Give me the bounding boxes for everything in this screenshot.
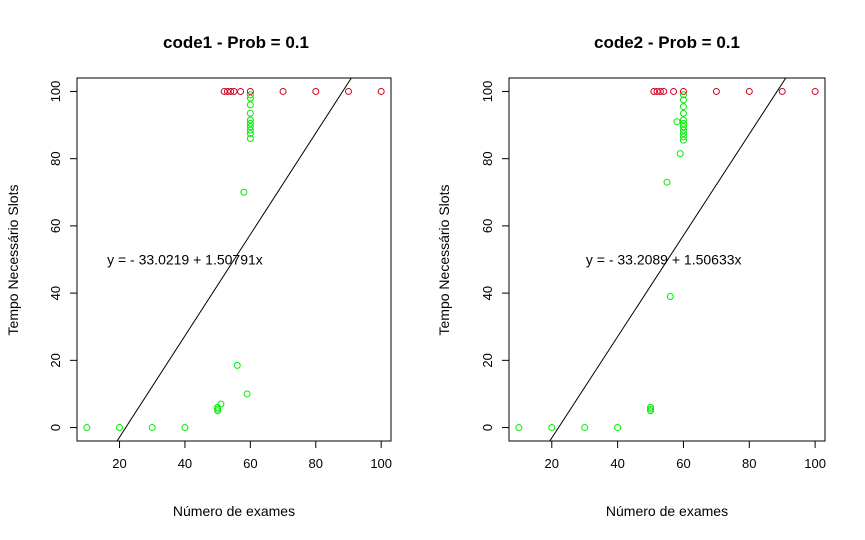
data-point [345, 88, 351, 94]
equation-annotation: y = - 33.2089 + 1.50633x [586, 252, 742, 268]
data-point [516, 425, 522, 431]
data-point [615, 425, 621, 431]
data-point [247, 102, 253, 108]
data-point [244, 391, 250, 397]
y-axis-label: Tempo Necessário Slots [5, 185, 21, 336]
y-tick-label: 80 [480, 151, 495, 165]
data-point [674, 119, 680, 125]
panel-code2: code2 - Prob = 0.1 Número de exames Temp… [436, 18, 826, 519]
data-point [812, 88, 818, 94]
y-tick-label: 0 [48, 424, 63, 431]
y-tick-label: 20 [48, 353, 63, 367]
data-point [241, 189, 247, 195]
data-point [680, 110, 686, 116]
data-point [247, 110, 253, 116]
data-point [378, 88, 384, 94]
data-point [313, 88, 319, 94]
data-point [680, 104, 686, 110]
data-point [671, 88, 677, 94]
panel-code1: code1 - Prob = 0.1 Número de exames Temp… [5, 17, 392, 519]
x-tick-label: 100 [804, 456, 826, 471]
x-tick-label: 40 [610, 456, 624, 471]
data-point [667, 293, 673, 299]
y-tick-label: 60 [48, 219, 63, 233]
data-point [713, 88, 719, 94]
x-tick-label: 60 [676, 456, 690, 471]
y-tick-label: 20 [480, 353, 495, 367]
y-tick-label: 60 [480, 219, 495, 233]
data-point [149, 425, 155, 431]
x-tick-label: 40 [178, 456, 192, 471]
plot-area: 20 40 60 80 100 0 20 40 60 80 100 y = - 33.2089 + 1… [480, 18, 826, 504]
data-point [746, 88, 752, 94]
data-point [779, 88, 785, 94]
y-tick-label: 80 [48, 151, 63, 165]
y-axis-label: Tempo Necessário Slots [436, 185, 452, 336]
x-tick-label: 20 [545, 456, 559, 471]
x-tick-label: 100 [370, 456, 392, 471]
data-point [582, 425, 588, 431]
data-point [182, 425, 188, 431]
x-tick-label: 20 [112, 456, 126, 471]
y-tick-label: 0 [480, 424, 495, 431]
data-point [218, 401, 224, 407]
y-tick-label: 100 [48, 81, 63, 103]
y-tick-label: 40 [48, 286, 63, 300]
data-point [234, 362, 240, 368]
x-tick-label: 60 [243, 456, 257, 471]
data-point [549, 425, 555, 431]
data-point [280, 88, 286, 94]
y-tick-label: 40 [480, 286, 495, 300]
data-point [677, 151, 683, 157]
data-point [664, 179, 670, 185]
data-point [84, 425, 90, 431]
data-point [117, 425, 123, 431]
chart-title: code1 - Prob = 0.1 [163, 33, 309, 52]
x-axis-label: Número de exames [173, 503, 295, 519]
plot-area: 20 40 60 80 100 0 20 40 60 80 100 y = - 33.0219 + 1… [48, 17, 392, 504]
chart-title: code2 - Prob = 0.1 [594, 33, 740, 52]
x-tick-label: 80 [309, 456, 323, 471]
equation-annotation: y = - 33.0219 + 1.50791x [107, 252, 263, 268]
data-point [238, 88, 244, 94]
x-tick-label: 80 [742, 456, 756, 471]
x-axis-label: Número de exames [606, 503, 728, 519]
y-tick-label: 100 [480, 81, 495, 103]
